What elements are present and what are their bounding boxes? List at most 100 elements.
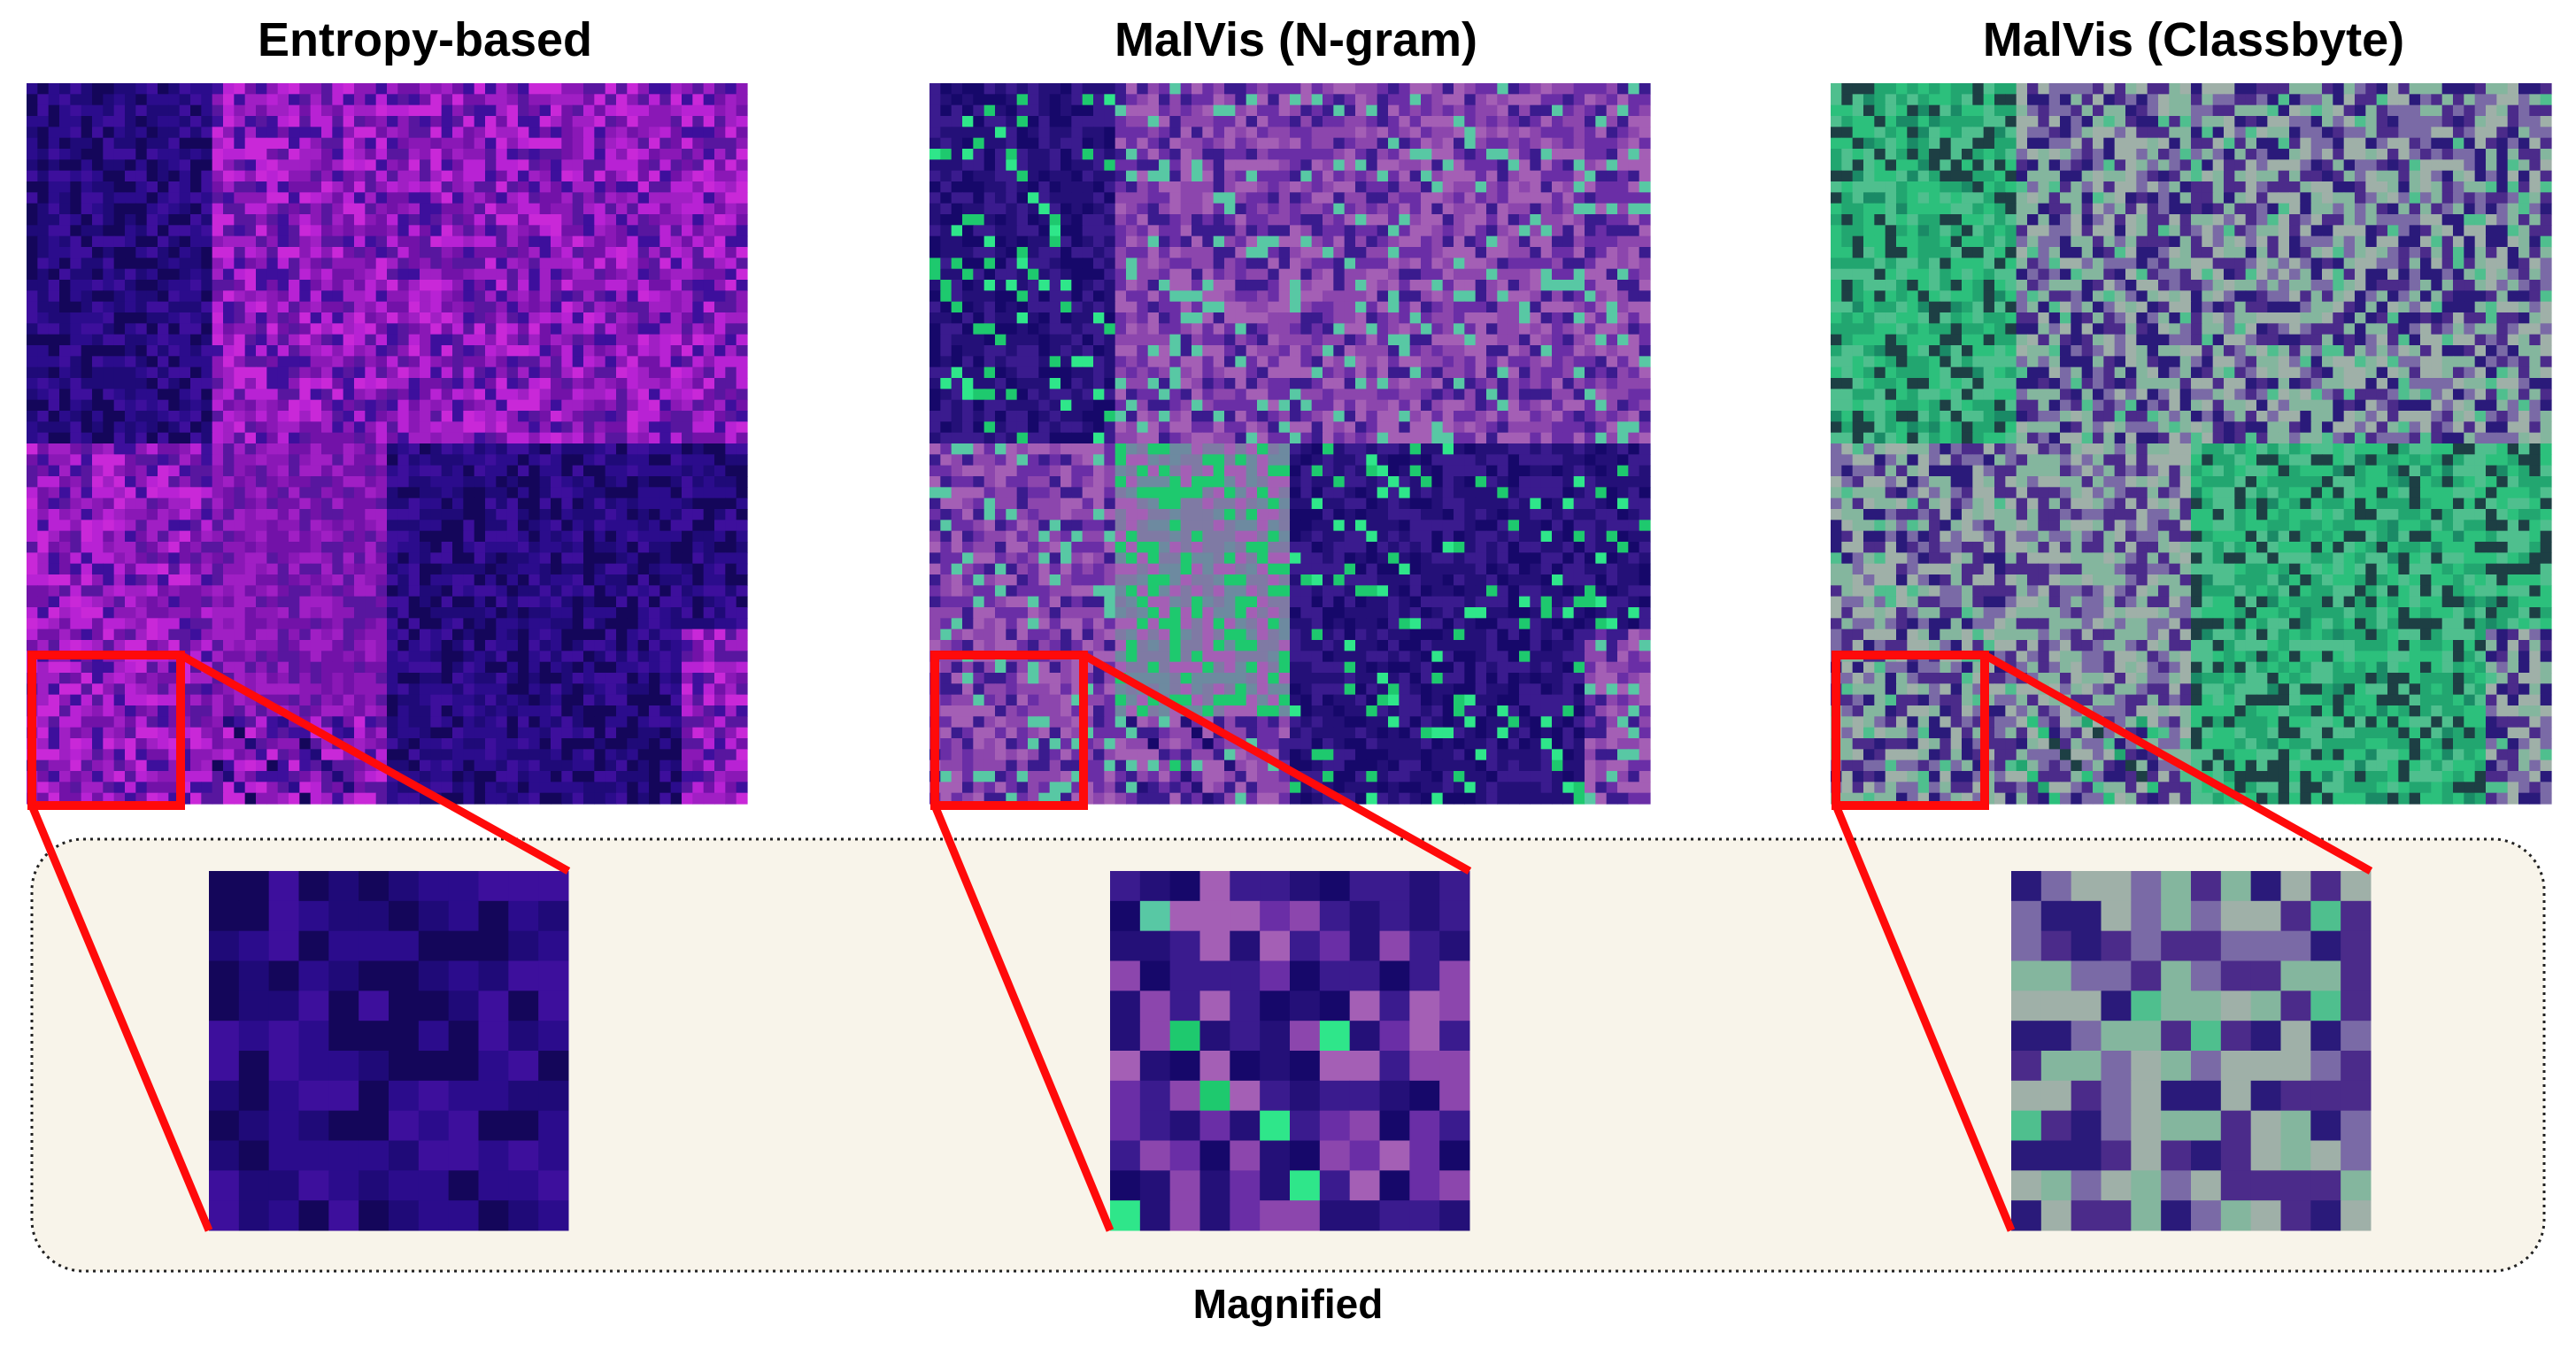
heatmap-cell — [594, 628, 606, 641]
heatmap-cell — [37, 345, 50, 357]
heatmap-cell — [725, 651, 737, 663]
heatmap-cell — [244, 563, 257, 575]
heatmap-cell — [659, 487, 672, 499]
heatmap-cell — [146, 727, 158, 739]
heatmap-cell — [375, 137, 388, 150]
heatmap-cell — [616, 104, 628, 117]
heatmap-cell — [1355, 83, 1367, 95]
heatmap-cell — [594, 345, 606, 357]
heatmap-cell — [1126, 149, 1138, 160]
heatmap-cell — [387, 716, 398, 728]
heatmap-cell — [485, 94, 497, 106]
heatmap-cell — [37, 280, 50, 291]
heatmap-cell — [1585, 170, 1596, 182]
heatmap-cell — [387, 454, 398, 466]
heatmap-cell — [594, 247, 606, 258]
heatmap-cell — [474, 258, 486, 270]
heatmap-cell — [583, 366, 595, 379]
heatmap-cell — [594, 782, 606, 794]
heatmap-cell — [113, 345, 126, 357]
heatmap-cell — [92, 563, 104, 575]
heatmap-cell — [605, 378, 617, 389]
heatmap-cell — [637, 487, 650, 499]
heatmap-cell — [244, 596, 257, 608]
heatmap-cell — [1311, 94, 1323, 106]
heatmap-cell — [113, 301, 126, 313]
heatmap-cell — [266, 607, 279, 619]
heatmap-cell — [528, 280, 541, 291]
heatmap-cell — [682, 727, 693, 739]
heatmap-cell — [594, 334, 606, 346]
heatmap-cell — [649, 738, 660, 750]
heatmap-cell — [70, 542, 82, 553]
heatmap-cell — [1540, 83, 1553, 95]
heatmap-cell — [714, 192, 726, 204]
heatmap-cell — [605, 673, 617, 684]
heatmap-cell — [506, 476, 519, 488]
heatmap-cell — [343, 137, 355, 150]
heatmap-cell — [518, 585, 529, 597]
heatmap-cell — [551, 181, 562, 193]
heatmap-cell — [1082, 181, 1094, 193]
heatmap-cell — [113, 181, 126, 193]
heatmap-cell — [637, 476, 650, 488]
heatmap-cell — [103, 443, 115, 455]
heatmap-cell — [48, 181, 60, 193]
heatmap-cell — [616, 443, 628, 455]
heatmap-cell — [310, 323, 322, 335]
heatmap-cell — [682, 509, 693, 520]
heatmap-cell — [48, 618, 60, 630]
heatmap-cell — [528, 247, 541, 258]
heatmap-cell — [387, 334, 398, 346]
heatmap-cell — [725, 673, 737, 684]
heatmap-cell — [692, 389, 705, 401]
heatmap-cell — [70, 399, 82, 412]
heatmap-cell — [551, 290, 562, 303]
heatmap-cell — [1071, 149, 1084, 160]
heatmap-cell — [1530, 116, 1542, 127]
heatmap-cell — [70, 268, 82, 281]
heatmap-cell — [1355, 137, 1367, 150]
heatmap-cell — [256, 301, 267, 313]
heatmap-cell — [725, 465, 737, 477]
heatmap-cell — [572, 149, 584, 160]
heatmap-cell — [277, 225, 289, 237]
heatmap-cell — [725, 759, 737, 772]
heatmap-cell — [649, 378, 660, 389]
heatmap-cell — [266, 159, 279, 172]
heatmap-cell — [289, 312, 300, 324]
heatmap-cell — [1049, 149, 1061, 160]
heatmap-cell — [703, 181, 715, 193]
heatmap-cell — [496, 411, 508, 422]
heatmap-cell — [146, 334, 158, 346]
heatmap-cell — [1268, 137, 1280, 150]
heatmap-cell — [277, 312, 289, 324]
heatmap-cell — [682, 290, 693, 303]
heatmap-cell — [583, 83, 595, 95]
heatmap-cell — [48, 673, 60, 684]
heatmap-cell — [528, 225, 541, 237]
heatmap-cell — [387, 301, 398, 313]
heatmap-cell — [343, 628, 355, 641]
heatmap-cell — [725, 596, 737, 608]
heatmap-cell — [146, 738, 158, 750]
heatmap-cell — [343, 585, 355, 597]
heatmap-cell — [354, 520, 366, 532]
heatmap-cell — [682, 628, 693, 641]
heatmap-cell — [430, 628, 443, 641]
heatmap-cell — [256, 727, 267, 739]
heatmap-cell — [430, 411, 443, 422]
heatmap-cell — [37, 563, 50, 575]
heatmap-cell — [289, 192, 300, 204]
heatmap-cell — [59, 574, 71, 586]
heatmap-cell — [430, 356, 443, 368]
heatmap-cell — [244, 673, 257, 684]
heatmap-cell — [146, 389, 158, 401]
heatmap-cell — [1213, 104, 1225, 117]
heatmap-cell — [649, 268, 660, 281]
heatmap-cell — [289, 127, 300, 139]
heatmap-cell — [1464, 159, 1477, 172]
heatmap-cell — [190, 738, 202, 750]
heatmap-cell — [1573, 149, 1585, 160]
heatmap-cell — [616, 290, 628, 303]
